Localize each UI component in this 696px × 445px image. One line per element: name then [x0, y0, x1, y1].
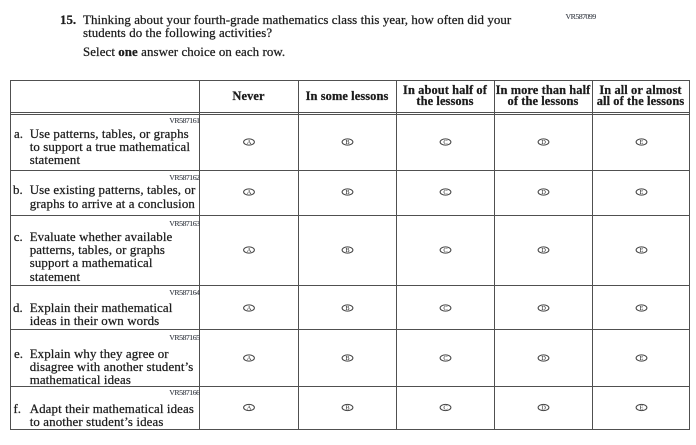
svg-text:A: A	[247, 405, 252, 412]
svg-text:E: E	[640, 189, 644, 196]
svg-text:A: A	[247, 355, 252, 362]
svg-text:E: E	[640, 247, 644, 254]
svg-text:A: A	[247, 189, 252, 196]
svg-text:D: D	[541, 355, 546, 362]
svg-text:C: C	[443, 305, 447, 312]
svg-text:E: E	[640, 405, 644, 412]
svg-text:C: C	[443, 139, 447, 146]
svg-text:B: B	[345, 139, 349, 146]
svg-text:E: E	[640, 305, 644, 312]
svg-text:C: C	[443, 247, 447, 254]
svg-text:B: B	[345, 305, 349, 312]
svg-text:E: E	[640, 139, 644, 146]
svg-text:D: D	[541, 247, 546, 254]
svg-text:B: B	[345, 247, 349, 254]
svg-text:A: A	[247, 305, 252, 312]
svg-text:D: D	[541, 405, 546, 412]
svg-text:A: A	[247, 139, 252, 146]
svg-text:B: B	[345, 189, 349, 196]
svg-text:C: C	[443, 405, 447, 412]
svg-text:D: D	[541, 139, 546, 146]
svg-text:A: A	[247, 247, 252, 254]
svg-text:B: B	[345, 405, 349, 412]
svg-text:D: D	[541, 189, 546, 196]
svg-text:D: D	[541, 305, 546, 312]
svg-text:E: E	[640, 355, 644, 362]
svg-text:B: B	[345, 355, 349, 362]
svg-text:C: C	[443, 189, 447, 196]
svg-text:C: C	[443, 355, 447, 362]
